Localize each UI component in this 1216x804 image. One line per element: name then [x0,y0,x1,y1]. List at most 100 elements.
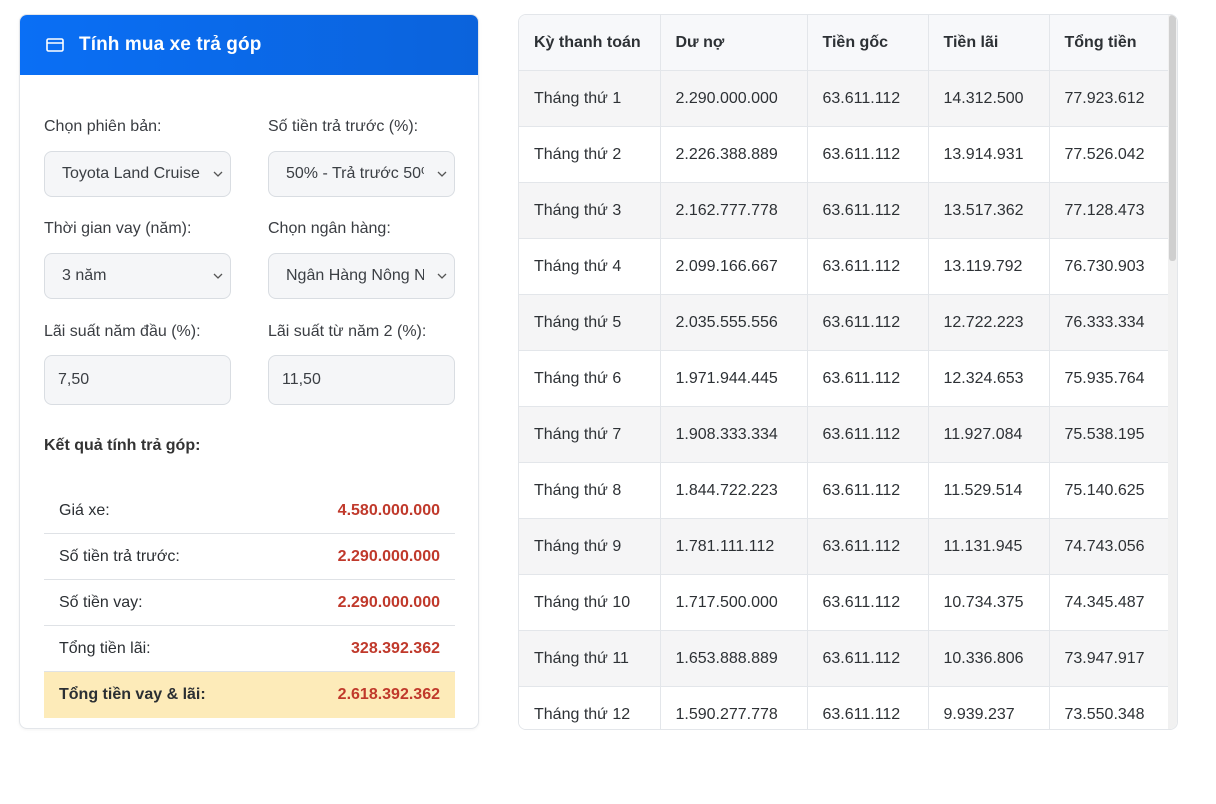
cell-interest: 10.734.375 [928,574,1050,631]
payment-schedule-table: Kỳ thanh toán Dư nợ Tiền gốc Tiền lãi Tổ… [519,15,1170,729]
header-total: Tổng tiền [1049,15,1170,71]
cell-period: Tháng thứ 8 [519,462,661,519]
result-label: Tổng tiền lãi: [59,639,151,657]
cell-balance: 2.099.166.667 [660,238,808,295]
header-interest: Tiền lãi [928,15,1050,71]
result-value: 2.290.000.000 [337,593,440,611]
rate1-input-value: 7,50 [58,371,90,388]
result-value: 328.392.362 [351,639,440,657]
cell-balance: 1.844.722.223 [660,462,808,519]
chevron-down-icon [437,273,447,279]
cell-total: 77.923.612 [1049,70,1170,127]
cell-balance: 1.781.111.112 [660,518,808,575]
rate1-label: Lãi suất năm đầu (%): [44,323,201,340]
cell-total: 77.526.042 [1049,126,1170,183]
cell-total: 73.947.917 [1049,630,1170,687]
table-scrollbar[interactable] [1168,15,1177,729]
cell-period: Tháng thứ 9 [519,518,661,575]
downpayment-field: Số tiền trả trước (%): 50% - Trả trước 5… [268,118,455,197]
cell-balance: 2.290.000.000 [660,70,808,127]
cell-interest: 10.336.806 [928,630,1050,687]
rate2-input[interactable]: 11,50 [268,355,455,405]
bank-field: Chọn ngân hàng: Ngân Hàng Nông Nghiệp [268,220,455,299]
rate1-field: Lãi suất năm đầu (%): 7,50 [44,323,231,405]
credit-card-icon [46,38,64,52]
cell-principal: 63.611.112 [807,238,929,295]
result-label: Giá xe: [59,501,110,519]
cell-period: Tháng thứ 7 [519,406,661,463]
bank-select[interactable]: Ngân Hàng Nông Nghiệp [268,253,455,299]
cell-period: Tháng thứ 12 [519,686,661,729]
table-row: Tháng thứ 8 1.844.722.223 63.611.112 11.… [519,462,1170,519]
cell-total: 75.538.195 [1049,406,1170,463]
result-row-interest: Tổng tiền lãi: 328.392.362 [44,626,455,672]
cell-balance: 1.653.888.889 [660,630,808,687]
cell-balance: 2.162.777.778 [660,182,808,239]
cell-principal: 63.611.112 [807,70,929,127]
header-principal: Tiền gốc [807,15,929,71]
table-row: Tháng thứ 4 2.099.166.667 63.611.112 13.… [519,238,1170,295]
table-row: Tháng thứ 5 2.035.555.556 63.611.112 12.… [519,294,1170,351]
result-label: Số tiền vay: [59,593,143,611]
cell-balance: 2.035.555.556 [660,294,808,351]
installment-calculator-card: Tính mua xe trả góp Chọn phiên bản: Toyo… [19,14,479,729]
cell-interest: 11.529.514 [928,462,1050,519]
cell-total: 74.743.056 [1049,518,1170,575]
result-label: Số tiền trả trước: [59,547,180,565]
result-value: 2.618.392.362 [337,686,440,703]
cell-total: 73.550.348 [1049,686,1170,729]
downpayment-select-value: 50% - Trả trước 50% [286,165,424,182]
cell-balance: 1.971.944.445 [660,350,808,407]
cell-principal: 63.611.112 [807,518,929,575]
cell-principal: 63.611.112 [807,686,929,729]
term-label: Thời gian vay (năm): [44,220,192,237]
cell-balance: 1.590.277.778 [660,686,808,729]
result-label: Tổng tiền vay & lãi: [59,686,206,703]
term-field: Thời gian vay (năm): 3 năm [44,220,231,299]
term-select[interactable]: 3 năm [44,253,231,299]
cell-total: 75.935.764 [1049,350,1170,407]
chevron-down-icon [213,171,223,177]
result-row-total: Tổng tiền vay & lãi: 2.618.392.362 [44,672,455,718]
table-row: Tháng thứ 3 2.162.777.778 63.611.112 13.… [519,182,1170,239]
result-row-loan: Số tiền vay: 2.290.000.000 [44,580,455,626]
cell-period: Tháng thứ 3 [519,182,661,239]
cell-interest: 13.914.931 [928,126,1050,183]
downpayment-label: Số tiền trả trước (%): [268,118,419,135]
header-balance: Dư nợ [660,15,808,71]
version-select[interactable]: Toyota Land Cruiser [44,151,231,197]
table-row: Tháng thứ 9 1.781.111.112 63.611.112 11.… [519,518,1170,575]
rate2-input-value: 11,50 [282,371,321,388]
cell-principal: 63.611.112 [807,574,929,631]
table-row: Tháng thứ 10 1.717.500.000 63.611.112 10… [519,574,1170,631]
table-header-row: Kỳ thanh toán Dư nợ Tiền gốc Tiền lãi Tổ… [519,15,1170,71]
result-value: 4.580.000.000 [337,501,440,519]
version-label: Chọn phiên bản: [44,118,162,135]
cell-interest: 9.939.237 [928,686,1050,729]
cell-principal: 63.611.112 [807,462,929,519]
cell-period: Tháng thứ 6 [519,350,661,407]
rate1-input[interactable]: 7,50 [44,355,231,405]
cell-interest: 13.517.362 [928,182,1050,239]
result-summary: Giá xe: 4.580.000.000 Số tiền trả trước:… [44,488,455,718]
cell-period: Tháng thứ 2 [519,126,661,183]
table-row: Tháng thứ 7 1.908.333.334 63.611.112 11.… [519,406,1170,463]
cell-interest: 12.324.653 [928,350,1050,407]
scrollbar-thumb[interactable] [1169,15,1176,261]
cell-balance: 1.717.500.000 [660,574,808,631]
cell-interest: 13.119.792 [928,238,1050,295]
cell-principal: 63.611.112 [807,406,929,463]
bank-label: Chọn ngân hàng: [268,220,391,237]
cell-period: Tháng thứ 10 [519,574,661,631]
cell-principal: 63.611.112 [807,630,929,687]
cell-total: 77.128.473 [1049,182,1170,239]
cell-principal: 63.611.112 [807,126,929,183]
result-row-price: Giá xe: 4.580.000.000 [44,488,455,534]
cell-period: Tháng thứ 1 [519,70,661,127]
cell-interest: 11.131.945 [928,518,1050,575]
downpayment-select[interactable]: 50% - Trả trước 50% [268,151,455,197]
version-select-value: Toyota Land Cruiser [62,165,200,182]
cell-period: Tháng thứ 4 [519,238,661,295]
cell-balance: 2.226.388.889 [660,126,808,183]
term-select-value: 3 năm [62,267,107,284]
